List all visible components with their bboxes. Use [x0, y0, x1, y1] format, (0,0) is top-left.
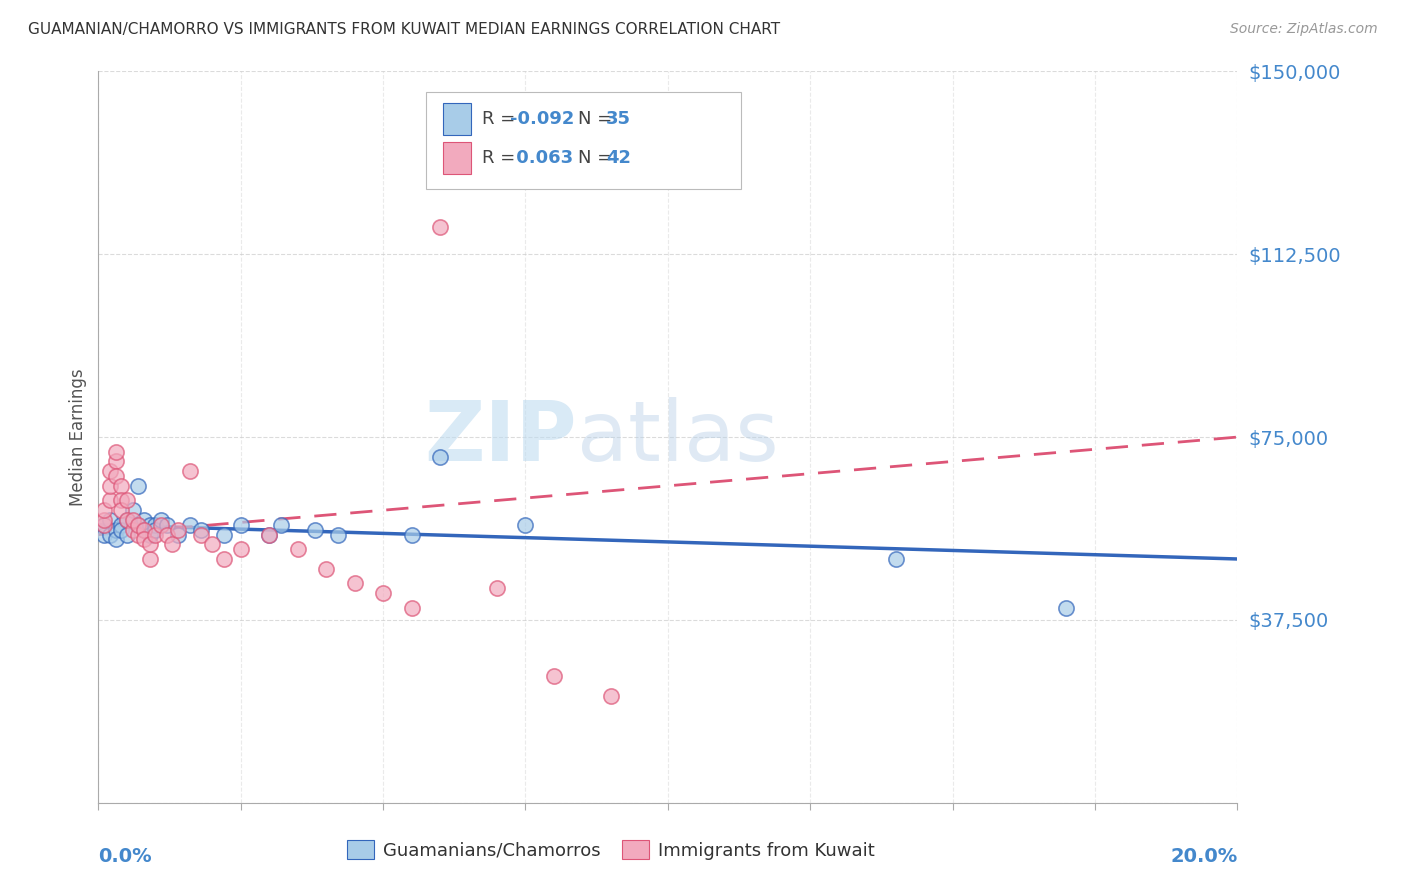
Point	[132, 513, 155, 527]
Point	[515, 517, 537, 532]
Point	[98, 513, 121, 527]
Point	[98, 493, 121, 508]
Point	[110, 517, 132, 532]
Point	[104, 469, 127, 483]
Text: 0.0%: 0.0%	[98, 847, 152, 866]
Point	[115, 513, 138, 527]
Point	[127, 517, 149, 532]
Point	[132, 533, 155, 547]
Point	[156, 527, 179, 541]
Text: ZIP: ZIP	[425, 397, 576, 477]
Point	[201, 537, 224, 551]
Point	[150, 513, 173, 527]
Point	[127, 527, 149, 541]
Point	[287, 542, 309, 557]
Text: Source: ZipAtlas.com: Source: ZipAtlas.com	[1230, 22, 1378, 37]
Point	[110, 503, 132, 517]
Point	[132, 523, 155, 537]
Point	[93, 513, 115, 527]
Point	[401, 527, 423, 541]
Point	[150, 517, 173, 532]
Point	[259, 527, 281, 541]
Point	[121, 503, 143, 517]
Point	[162, 537, 184, 551]
Point	[145, 517, 167, 532]
Point	[138, 527, 160, 541]
Point	[429, 450, 451, 464]
Point	[121, 513, 143, 527]
Point	[156, 517, 179, 532]
Text: 42: 42	[606, 149, 631, 167]
Point	[167, 527, 190, 541]
Point	[270, 517, 292, 532]
Point	[104, 454, 127, 468]
Point	[121, 523, 143, 537]
Point	[600, 689, 623, 703]
Point	[132, 523, 155, 537]
Point	[127, 517, 149, 532]
Text: 0.063: 0.063	[510, 149, 574, 167]
Text: -0.092: -0.092	[510, 110, 575, 128]
Point	[190, 523, 212, 537]
Point	[115, 527, 138, 541]
Point	[315, 562, 337, 576]
Point	[104, 523, 127, 537]
Point	[190, 527, 212, 541]
Point	[104, 533, 127, 547]
Point	[1056, 600, 1078, 615]
Point	[179, 464, 201, 478]
Point	[429, 220, 451, 235]
Point	[93, 517, 115, 532]
Point	[486, 581, 509, 595]
Point	[229, 542, 252, 557]
Point	[543, 669, 565, 683]
Point	[304, 523, 326, 537]
Text: 35: 35	[606, 110, 631, 128]
Point	[259, 527, 281, 541]
Point	[229, 517, 252, 532]
Point	[343, 576, 366, 591]
Point	[212, 552, 235, 566]
Text: R =: R =	[482, 149, 522, 167]
Point	[145, 523, 167, 537]
Point	[93, 527, 115, 541]
Point	[110, 493, 132, 508]
Text: N =: N =	[578, 149, 617, 167]
Point	[115, 493, 138, 508]
Point	[110, 479, 132, 493]
Text: N =: N =	[578, 110, 617, 128]
Point	[110, 523, 132, 537]
Point	[167, 523, 190, 537]
Point	[93, 503, 115, 517]
Text: 20.0%: 20.0%	[1170, 847, 1237, 866]
Point	[145, 527, 167, 541]
Point	[326, 527, 349, 541]
Point	[98, 479, 121, 493]
Text: R =: R =	[482, 110, 522, 128]
Point	[93, 517, 115, 532]
Point	[212, 527, 235, 541]
Point	[179, 517, 201, 532]
Text: atlas: atlas	[576, 397, 779, 477]
Point	[98, 464, 121, 478]
Point	[401, 600, 423, 615]
Y-axis label: Median Earnings: Median Earnings	[69, 368, 87, 506]
Point	[138, 517, 160, 532]
Point	[104, 444, 127, 458]
Point	[373, 586, 395, 600]
Point	[138, 537, 160, 551]
Point	[115, 513, 138, 527]
Point	[138, 552, 160, 566]
Legend: Guamanians/Chamorros, Immigrants from Kuwait: Guamanians/Chamorros, Immigrants from Ku…	[340, 833, 882, 867]
Point	[884, 552, 907, 566]
Point	[98, 527, 121, 541]
Point	[127, 479, 149, 493]
Text: GUAMANIAN/CHAMORRO VS IMMIGRANTS FROM KUWAIT MEDIAN EARNINGS CORRELATION CHART: GUAMANIAN/CHAMORRO VS IMMIGRANTS FROM KU…	[28, 22, 780, 37]
